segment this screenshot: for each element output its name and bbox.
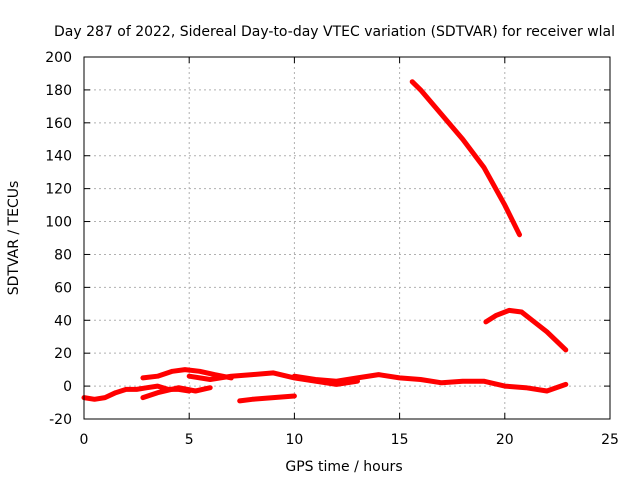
series-track-g — [409, 79, 522, 238]
series-track-b — [140, 367, 234, 381]
series-layer — [81, 79, 569, 404]
x-axis-label: GPS time / hours — [285, 459, 402, 475]
x-tick-label: 0 — [80, 432, 89, 448]
y-tick-label: 20 — [54, 346, 72, 362]
y-tick-label: 160 — [45, 116, 72, 132]
series-track-e — [237, 393, 297, 404]
y-tick-label: -20 — [49, 412, 72, 428]
y-tick-label: 100 — [45, 215, 72, 231]
plot-frame — [83, 56, 611, 420]
series-track-d — [140, 385, 213, 401]
y-tick-label: 0 — [63, 379, 72, 395]
y-tick-label: 40 — [54, 313, 72, 329]
x-tick-label: 25 — [601, 432, 619, 448]
series-track-f — [291, 372, 569, 394]
x-tick-label: 15 — [391, 432, 409, 448]
y-tick-label: 200 — [45, 50, 72, 66]
y-tick-label: 80 — [54, 247, 72, 263]
tick-layer: 0 5 10 15 20 25 -20 0 20 40 60 80 100 120 140 160 180 200 — [45, 50, 619, 448]
y-tick-label: 60 — [54, 280, 72, 296]
x-tick-label: 10 — [285, 432, 303, 448]
y-tick-label: 180 — [45, 83, 72, 99]
series-track-h — [483, 307, 569, 353]
grid-layer — [84, 57, 610, 419]
x-tick-label: 5 — [185, 432, 194, 448]
y-axis-label: SDTVAR / TECUs — [6, 181, 22, 296]
y-tick-label: 140 — [45, 149, 72, 165]
x-tick-label: 20 — [496, 432, 514, 448]
y-tick-label: 120 — [45, 182, 72, 198]
series-track-c — [186, 370, 360, 387]
chart-title: Day 287 of 2022, Sidereal Day-to-day VTE… — [54, 24, 615, 40]
